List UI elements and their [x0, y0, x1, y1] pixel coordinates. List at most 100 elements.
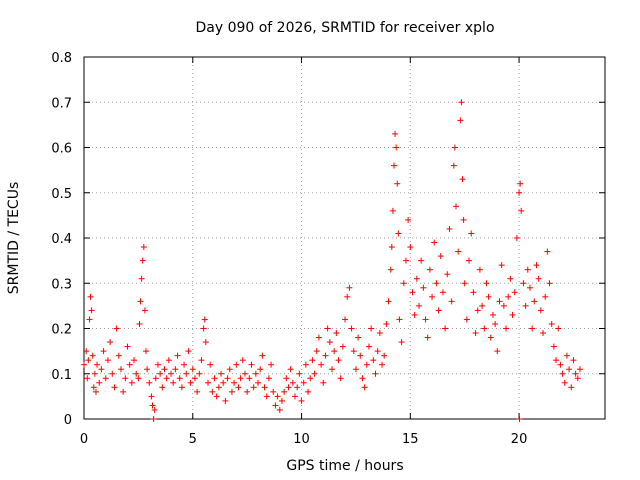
data-point — [402, 257, 409, 264]
data-point — [368, 325, 375, 332]
data-point — [533, 262, 540, 269]
data-point — [416, 302, 423, 309]
data-point — [346, 284, 353, 291]
data-point — [96, 379, 103, 386]
data-point — [246, 375, 253, 382]
data-point — [463, 316, 470, 323]
data-point — [122, 375, 129, 382]
data-point — [187, 379, 194, 386]
data-point — [494, 348, 501, 355]
data-point — [113, 325, 120, 332]
data-point — [92, 388, 99, 395]
data-point — [420, 284, 427, 291]
data-point — [544, 248, 551, 255]
data-point — [244, 388, 251, 395]
data-point — [109, 370, 116, 377]
data-point — [424, 334, 431, 341]
data-point — [479, 302, 486, 309]
data-point — [393, 144, 400, 151]
data-point — [98, 366, 105, 373]
data-point — [487, 334, 494, 341]
data-point — [435, 307, 442, 314]
data-point — [352, 366, 359, 373]
data-point — [137, 298, 144, 305]
y-tick-label: 0.5 — [51, 187, 72, 202]
data-point — [117, 366, 124, 373]
data-point — [361, 384, 368, 391]
data-point — [370, 357, 377, 364]
data-point — [307, 375, 314, 382]
y-tick-label: 0.7 — [51, 96, 72, 111]
data-point — [289, 379, 296, 386]
x-tick-label: 15 — [402, 432, 419, 447]
x-tick-label: 5 — [189, 432, 197, 447]
data-point — [555, 325, 562, 332]
data-point — [390, 162, 397, 169]
data-point — [189, 366, 196, 373]
data-point — [213, 393, 220, 400]
data-point — [570, 357, 577, 364]
y-tick-label: 0.3 — [51, 277, 72, 292]
data-point — [559, 370, 566, 377]
y-tick-label: 0.6 — [51, 142, 72, 157]
data-point — [231, 379, 238, 386]
data-point — [444, 271, 451, 278]
data-point — [283, 375, 290, 382]
data-point — [85, 357, 92, 364]
data-point — [194, 388, 201, 395]
data-point — [84, 375, 91, 382]
data-point — [198, 357, 205, 364]
data-point — [458, 99, 465, 106]
data-point — [174, 352, 181, 359]
data-point — [546, 280, 553, 287]
grid-layer — [84, 57, 605, 419]
data-point — [94, 361, 101, 368]
data-point — [459, 176, 466, 183]
data-point — [457, 117, 464, 124]
data-point — [466, 257, 473, 264]
data-point — [315, 334, 322, 341]
data-point — [337, 375, 344, 382]
data-point — [81, 361, 87, 368]
data-point — [331, 348, 338, 355]
data-point — [431, 239, 438, 246]
data-point — [335, 357, 342, 364]
data-point — [348, 325, 355, 332]
y-axis-title: SRMTID / TECUs — [6, 182, 22, 295]
x-tick-label: 20 — [511, 432, 528, 447]
data-point — [88, 307, 95, 314]
data-point — [389, 207, 396, 214]
data-point — [102, 375, 109, 382]
data-point — [455, 248, 462, 255]
data-point — [339, 343, 346, 350]
data-point — [433, 280, 440, 287]
data-point — [140, 244, 147, 251]
data-point — [255, 379, 262, 386]
data-point — [531, 298, 538, 305]
data-point — [237, 375, 244, 382]
data-point — [241, 370, 248, 377]
data-point — [483, 280, 490, 287]
data-point — [107, 339, 114, 346]
data-point — [276, 406, 283, 413]
data-point — [300, 379, 307, 386]
data-point — [211, 375, 218, 382]
y-tick-label: 0.2 — [51, 323, 72, 338]
data-point — [111, 384, 118, 391]
data-point — [252, 370, 259, 377]
data-point — [224, 375, 231, 382]
data-point — [517, 180, 524, 187]
data-point — [274, 393, 281, 400]
data-point — [233, 361, 240, 368]
data-point — [470, 289, 477, 296]
data-point — [115, 352, 122, 359]
data-point — [226, 366, 233, 373]
data-point — [302, 361, 309, 368]
data-point — [376, 330, 383, 337]
data-point — [522, 302, 529, 309]
data-point — [576, 366, 583, 373]
data-point — [355, 334, 362, 341]
data-point — [135, 375, 142, 382]
data-point — [481, 325, 488, 332]
